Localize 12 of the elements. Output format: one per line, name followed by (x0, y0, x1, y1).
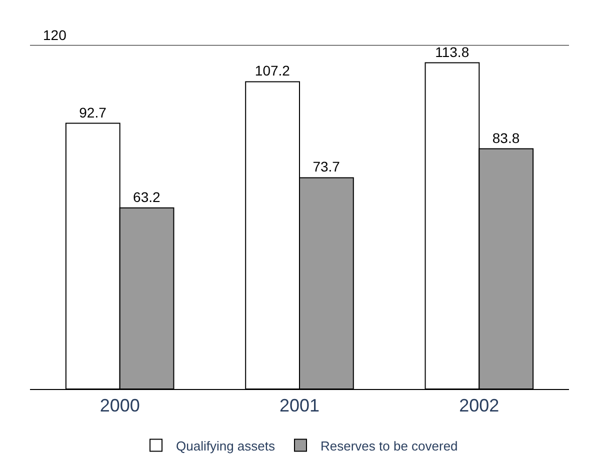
data-label: 83.8 (492, 130, 520, 146)
legend-label: Qualifying assets (176, 438, 276, 454)
data-label: 63.2 (133, 188, 161, 205)
x-tick-label: 2000 (100, 396, 140, 416)
legend-label: Reserves to be covered (320, 438, 458, 454)
data-label: 92.7 (79, 104, 107, 120)
data-label: 107.2 (254, 62, 290, 79)
x-tick-label: 2002 (459, 396, 500, 416)
ref-line-label: 120 (43, 27, 67, 43)
x-tick-label: 2001 (279, 396, 320, 416)
data-label: 113.8 (435, 44, 470, 60)
data-label: 73.7 (312, 158, 340, 175)
